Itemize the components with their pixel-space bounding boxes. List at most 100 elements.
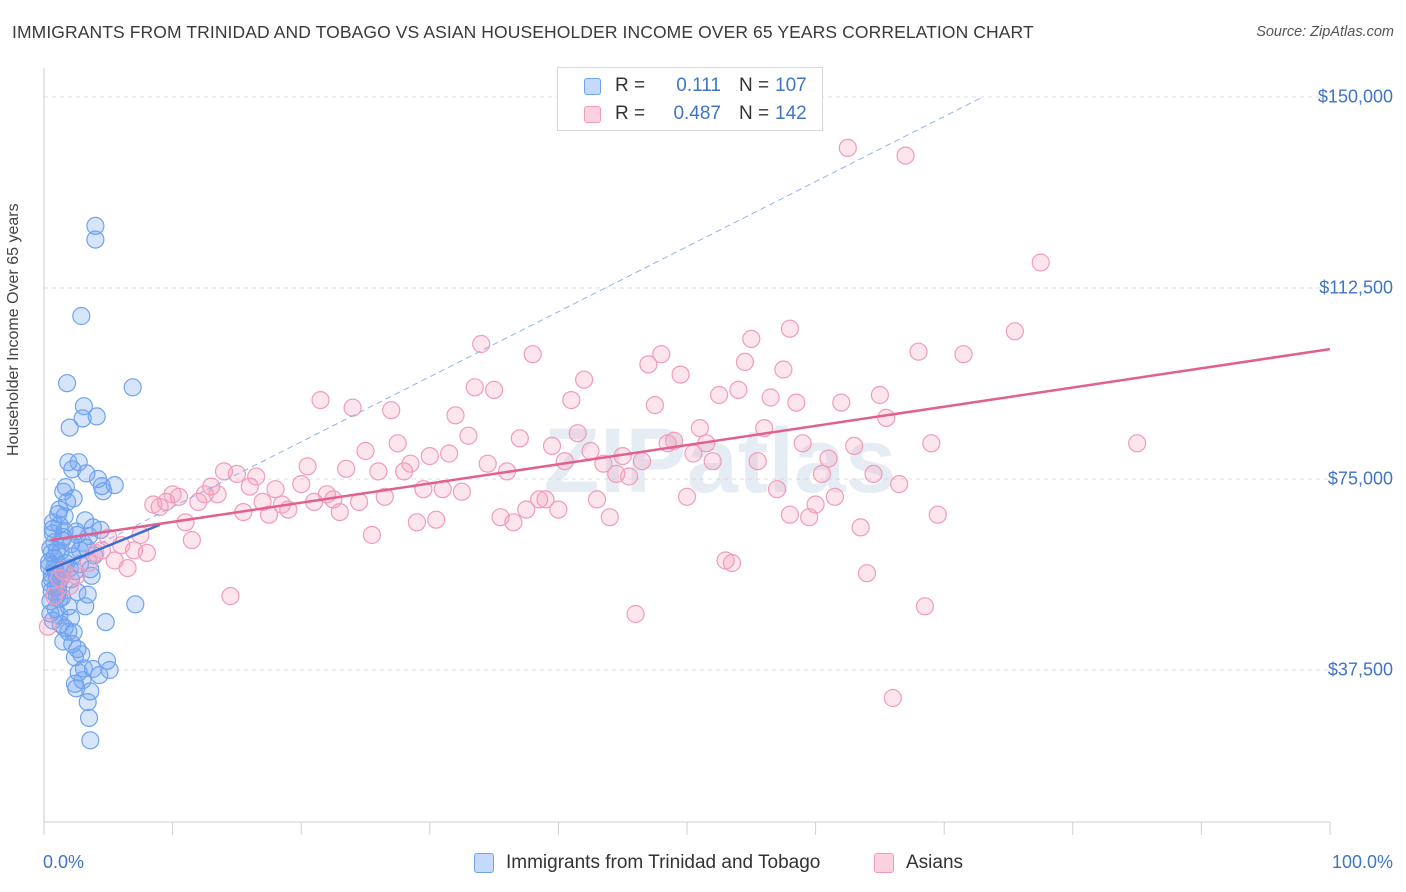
data-point (883, 688, 902, 708)
data-point (292, 475, 311, 494)
data-point (50, 515, 69, 534)
data-point (703, 452, 722, 471)
data-point (626, 604, 645, 624)
legend-swatch-pink (584, 105, 601, 123)
data-point (96, 612, 115, 632)
data-point (909, 342, 928, 361)
y-axis-label: Householder Income Over 65 years (5, 203, 22, 456)
watermark: ZIPatlas (544, 410, 897, 512)
data-point (587, 490, 607, 509)
y-tick-label: $112,500 (1319, 277, 1393, 298)
bottom-legend-trinidad: Immigrants from Trinidad and Tobago (474, 852, 820, 874)
data-point (851, 518, 870, 537)
data-point (677, 487, 697, 506)
data-point (208, 485, 227, 504)
data-point (61, 535, 81, 554)
y-tick-label: $150,000 (1317, 86, 1393, 107)
data-point (63, 460, 82, 479)
data-point (845, 436, 864, 455)
data-point (896, 146, 915, 165)
data-point (60, 576, 79, 596)
data-point (735, 352, 755, 371)
data-point (137, 543, 156, 563)
data-point (86, 230, 105, 249)
data-point (478, 454, 497, 473)
data-point (568, 424, 587, 443)
data-point (420, 447, 439, 466)
data-point (311, 391, 330, 410)
data-point (780, 505, 800, 524)
data-point (440, 444, 459, 463)
data-point (74, 397, 94, 416)
legend-swatch-blue (584, 77, 601, 95)
data-point (176, 513, 195, 532)
data-point (767, 480, 787, 499)
bottom-legend-swatch-blue (474, 853, 494, 873)
data-point (510, 429, 529, 448)
data-point (877, 408, 896, 427)
data-point (54, 482, 73, 501)
data-point (812, 464, 832, 483)
data-point (529, 490, 549, 509)
data-point (890, 475, 909, 494)
data-point (407, 513, 426, 532)
data-point (574, 370, 594, 389)
bottom-legend-label: Asians (906, 852, 964, 873)
data-point (742, 329, 761, 348)
legend-row-trinidad: R = 0.111 N = 107 (558, 73, 807, 99)
data-point (825, 487, 845, 506)
data-point (59, 622, 78, 641)
data-point (465, 378, 484, 397)
trend-line-pink (50, 347, 1331, 542)
data-point (664, 431, 684, 450)
data-point (1031, 253, 1050, 272)
legend-n-value: 107 (775, 75, 807, 96)
data-point (722, 553, 742, 573)
data-point (87, 407, 106, 426)
data-point (671, 365, 690, 384)
data-point (774, 360, 793, 379)
data-point (337, 459, 356, 478)
data-point (922, 434, 941, 453)
data-point (259, 505, 279, 524)
data-point (362, 525, 381, 545)
data-point (42, 543, 61, 563)
trend-lines (46, 96, 1331, 572)
data-point (61, 608, 81, 628)
data-point (67, 566, 86, 585)
data-point (459, 426, 478, 445)
data-point (806, 495, 825, 514)
legend-row-asians: R = 0.487 N = 142 (558, 101, 807, 127)
source-label: Source: ZipAtlas.com (1256, 24, 1394, 40)
bottom-legend-label: Immigrants from Trinidad and Tobago (506, 852, 821, 873)
data-point (356, 441, 375, 461)
data-point (517, 500, 536, 519)
legend-r-value: 0.111 (676, 75, 721, 96)
data-point (690, 419, 710, 438)
data-point (90, 665, 109, 685)
data-point (652, 345, 671, 364)
data-point (729, 380, 748, 399)
legend-n-value: 142 (775, 103, 807, 124)
data-point (915, 597, 935, 616)
data-point (542, 436, 562, 455)
data-point (446, 406, 465, 425)
data-point (857, 564, 877, 583)
data-point (266, 480, 285, 499)
bottom-legend-asians: Asians (874, 852, 963, 874)
data-point (330, 502, 349, 522)
y-tick-label: $37,500 (1327, 659, 1393, 680)
data-point (86, 216, 105, 235)
data-point (50, 500, 69, 519)
data-point (388, 434, 407, 453)
data-point (485, 380, 504, 399)
data-point (182, 530, 201, 550)
bottom-legend-swatch-pink (874, 853, 894, 873)
data-point (562, 391, 581, 410)
data-point (536, 490, 555, 509)
data-point (954, 345, 973, 364)
gridlines (44, 96, 1330, 671)
data-point (549, 500, 568, 519)
chart-title: IMMIGRANTS FROM TRINIDAD AND TOBAGO VS A… (12, 22, 1034, 42)
